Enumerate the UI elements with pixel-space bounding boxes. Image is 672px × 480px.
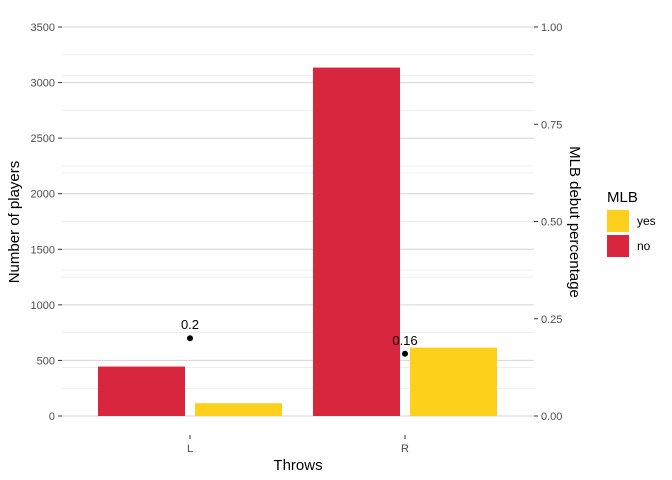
y-tick-label: 1500 <box>31 244 55 256</box>
bar-no-r <box>313 67 400 417</box>
legend: MLB yes no <box>607 189 656 257</box>
y-tick-label: 0 <box>49 411 55 423</box>
y-tick-label: 2000 <box>31 189 55 201</box>
legend-swatch-yes <box>607 210 629 232</box>
percentage-point-l <box>187 335 193 342</box>
legend-label-yes: yes <box>637 214 656 228</box>
y-tick-label: 2500 <box>31 133 55 145</box>
percentage-point-r <box>402 350 408 357</box>
bar-no-l <box>98 366 185 416</box>
y-tick-label: 3000 <box>31 78 55 90</box>
gridlines <box>62 26 534 417</box>
y-axis-left: 0 500 1000 1500 2000 2500 3000 3500 <box>31 22 62 423</box>
bars <box>98 67 497 417</box>
y2-tick-label: 0.75 <box>541 119 562 131</box>
y-axis-right: 0.00 0.25 0.50 0.75 1.00 <box>534 22 562 423</box>
legend-swatch-no <box>607 235 629 257</box>
percentage-label-r: 0.16 <box>392 333 417 348</box>
legend-label-no: no <box>637 239 651 253</box>
x-tick-label-r: R <box>401 443 409 455</box>
bar-yes-l <box>195 403 282 416</box>
percentage-points: 0.2 0.16 <box>181 317 418 357</box>
y-tick-label: 1000 <box>31 300 55 312</box>
percentage-label-l: 0.2 <box>181 317 199 332</box>
y2-axis-title: MLB debut percentage <box>566 146 583 298</box>
legend-title: MLB <box>607 189 638 206</box>
bar-yes-r <box>410 347 497 416</box>
y-tick-label: 3500 <box>31 22 55 34</box>
y2-tick-label: 0.00 <box>541 411 562 423</box>
y2-tick-label: 1.00 <box>541 22 562 34</box>
x-axis-title: Throws <box>273 457 322 474</box>
y-tick-label: 500 <box>37 355 55 367</box>
y-axis-title: Number of players <box>6 161 23 284</box>
x-tick-label-l: L <box>187 443 193 455</box>
y2-tick-label: 0.25 <box>541 314 562 326</box>
y2-tick-label: 0.50 <box>541 217 562 229</box>
